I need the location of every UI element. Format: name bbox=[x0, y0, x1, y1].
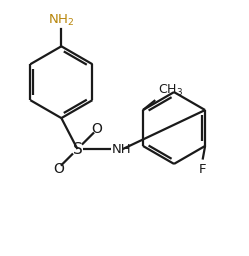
Text: F: F bbox=[199, 163, 206, 176]
Text: O: O bbox=[91, 122, 102, 136]
Text: O: O bbox=[53, 162, 64, 176]
Text: CH$_3$: CH$_3$ bbox=[158, 83, 184, 98]
Text: NH$_2$: NH$_2$ bbox=[48, 13, 74, 28]
Text: S: S bbox=[72, 142, 82, 157]
Text: NH: NH bbox=[112, 143, 132, 156]
